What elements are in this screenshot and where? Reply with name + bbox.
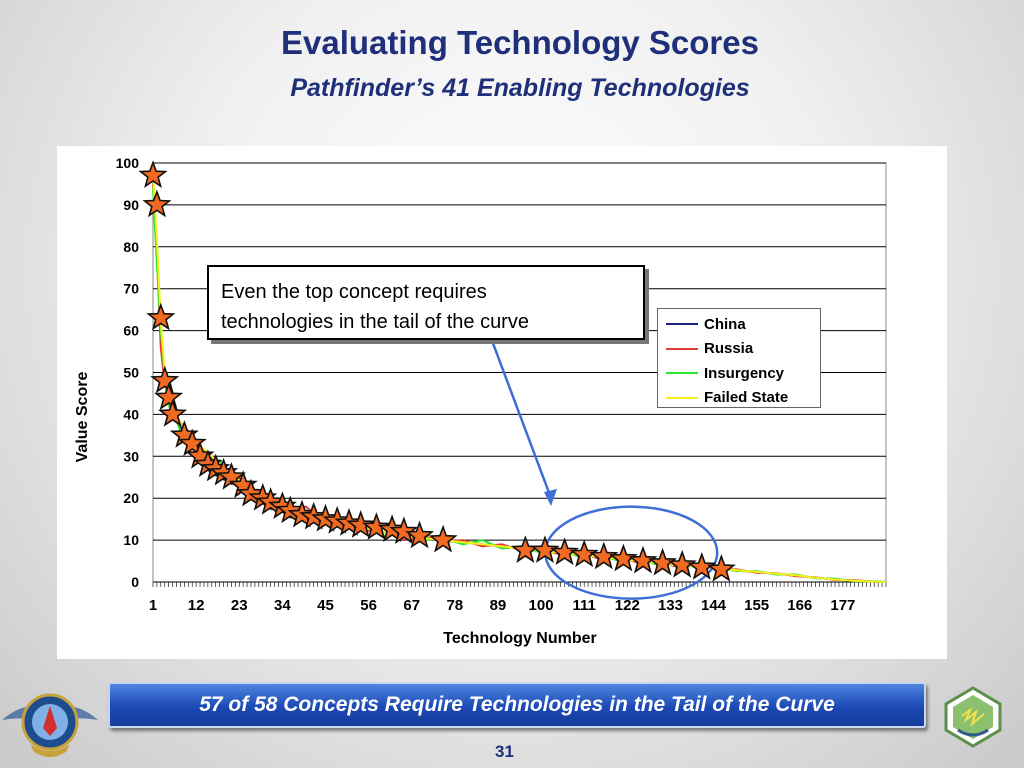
page-number: 31 — [495, 742, 514, 761]
slide-title: Evaluating Technology Scores — [280, 24, 759, 61]
x-tick-label: 67 — [403, 597, 420, 614]
star-marker — [157, 399, 188, 427]
x-tick-label: 34 — [274, 597, 291, 614]
star-marker — [667, 549, 697, 578]
star-marker — [628, 545, 658, 574]
star-marker — [361, 512, 392, 540]
x-tick-label: 133 — [658, 597, 683, 614]
star-marker — [687, 551, 717, 580]
callout-line-2: technologies in the tail of the curve — [221, 311, 529, 333]
star-marker — [608, 543, 638, 572]
highlighted-technology-stars — [138, 160, 736, 582]
y-tick-label: 50 — [123, 365, 139, 381]
star-marker — [549, 537, 580, 566]
x-tick-label: 177 — [830, 597, 855, 614]
x-tick-label: 89 — [490, 597, 507, 614]
callout-box: Even the top concept requires technologi… — [207, 265, 645, 340]
x-tick-label: 23 — [231, 597, 248, 614]
legend-label: Russia — [704, 340, 754, 358]
y-tick-label: 70 — [123, 281, 139, 297]
slide-subtitle: Pathfinder’s 41 Enabling Technologies — [290, 74, 750, 102]
x-tick-label: 100 — [529, 597, 554, 614]
x-tick-label: 166 — [787, 597, 812, 614]
star-marker — [428, 524, 458, 553]
star-marker — [706, 554, 736, 582]
y-tick-label: 100 — [116, 155, 140, 171]
star-marker — [405, 520, 435, 549]
x-tick-label: 56 — [360, 597, 377, 614]
x-tick-label: 45 — [317, 597, 334, 614]
y-tick-label: 60 — [123, 323, 139, 339]
y-tick-label: 10 — [123, 532, 139, 548]
star-marker — [647, 547, 678, 576]
star-marker — [589, 541, 619, 570]
legend-swatch-russia — [666, 347, 698, 350]
star-marker — [138, 160, 168, 188]
star-marker — [154, 382, 184, 411]
legend-swatch-failed-state — [666, 396, 698, 399]
x-tick-labels: 1 12 23 34 45 56 67 78 89 100 111 122 133 144 155 166 17… — [149, 597, 856, 614]
x-tick-label: 1 — [149, 597, 157, 614]
star-marker — [142, 189, 172, 218]
y-tick-label: 0 — [131, 574, 139, 590]
arrow-shaft — [489, 337, 553, 499]
star-marker — [346, 510, 376, 538]
conclusion-banner: 57 of 58 Concepts Require Technologies i… — [108, 682, 926, 728]
y-tick-label: 90 — [123, 197, 139, 213]
y-tick-label: 80 — [123, 239, 139, 255]
y-tick-label: 20 — [123, 490, 139, 506]
left-emblem-logo — [2, 693, 98, 757]
x-tick-label: 111 — [572, 597, 595, 614]
star-marker — [569, 539, 599, 568]
legend-item-russia: Russia — [666, 337, 820, 362]
star-marker — [389, 516, 419, 545]
legend-item-failed-state: Failed State — [666, 386, 820, 411]
arrow-head — [544, 489, 557, 506]
x-tick-label: 144 — [701, 597, 727, 614]
chart-legend: China Russia Insurgency Failed State — [657, 308, 821, 408]
legend-label: Failed State — [704, 389, 789, 407]
star-marker — [150, 365, 180, 394]
legend-swatch-insurgency — [666, 372, 698, 375]
x-tick-label: 12 — [188, 597, 205, 614]
legend-label: China — [704, 315, 746, 333]
y-tick-label: 40 — [123, 406, 139, 422]
callout-arrow — [489, 337, 557, 506]
legend-swatch-china — [666, 323, 698, 326]
x-tick-label: 155 — [744, 597, 769, 614]
star-marker — [146, 302, 176, 331]
x-tick-label: 122 — [615, 597, 640, 614]
star-marker — [177, 428, 207, 457]
y-tick-labels: 0 10 20 30 40 50 60 70 80 90 100 — [116, 155, 140, 590]
y-axis-label: Value Score — [74, 372, 91, 463]
legend-item-insurgency: Insurgency — [666, 361, 820, 386]
x-tick-label: 78 — [446, 597, 463, 614]
y-tick-label: 30 — [123, 448, 139, 464]
x-axis-label: Technology Number — [443, 630, 597, 647]
star-marker — [530, 535, 560, 563]
callout-line-1: Even the top concept requires — [221, 281, 487, 303]
legend-label: Insurgency — [704, 364, 785, 382]
legend-item-china: China — [666, 312, 820, 337]
air-university-seal-logo — [944, 686, 1002, 748]
